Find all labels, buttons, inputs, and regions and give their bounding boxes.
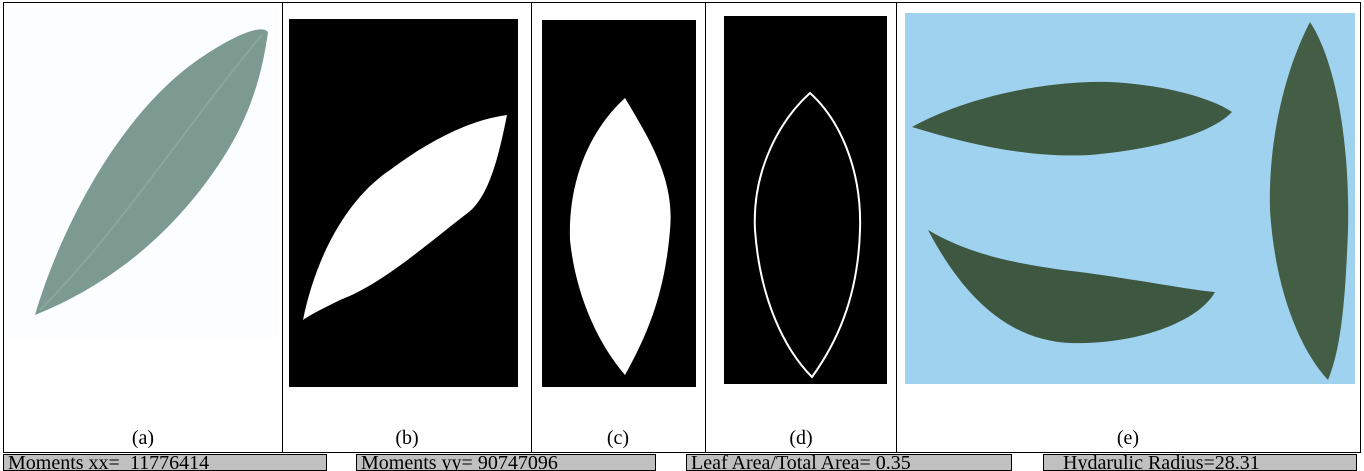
- page: {"figure": {"captions": ["(a)", "(b)", "…: [0, 0, 1364, 471]
- panel-b-image: [289, 19, 518, 387]
- caption: (b): [395, 427, 418, 449]
- measurements: Moments xx= 11776414 Moments yy= 9074709…: [4, 452, 1357, 471]
- caption: (a): [132, 427, 154, 449]
- caption: (c): [607, 427, 629, 449]
- caption: (d): [789, 427, 812, 449]
- panel-a-image: [8, 8, 278, 338]
- measurement: Moments yy= 90747096: [361, 452, 558, 471]
- caption: (e): [1117, 427, 1139, 449]
- figure: (a) (b) (c) (d) (e) Moments xx= 11776414…: [0, 0, 1364, 471]
- measurement: Hydarulic Radius=28.31: [1063, 452, 1260, 471]
- panel-e-image: [905, 13, 1355, 384]
- panel-d-image: [724, 16, 887, 384]
- panel-c-image: [542, 20, 696, 387]
- measurement: Leaf Area/Total Area= 0.35: [691, 452, 911, 471]
- measurement: Moments xx= 11776414: [8, 452, 209, 471]
